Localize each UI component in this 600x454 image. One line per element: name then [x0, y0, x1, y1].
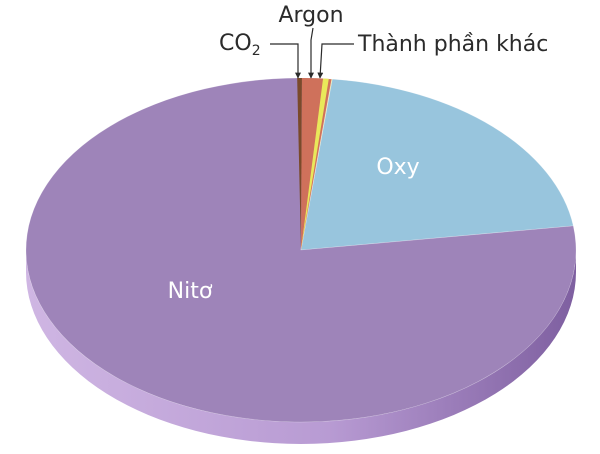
callout-line-argon — [308, 27, 314, 79]
label-co2-subscript: 2 — [252, 43, 261, 59]
pie-slice-oxy — [300, 78, 574, 251]
callout-line-co2 — [270, 43, 301, 79]
pie-slices — [25, 77, 577, 423]
pie-slice-co2-emphasis — [297, 77, 302, 250]
label-other: Thành phần khác — [357, 32, 548, 57]
pie-slice-argon-emphasis — [301, 78, 324, 251]
pie-slice-other — [300, 78, 333, 251]
label-co2: CO2 — [219, 31, 261, 59]
callout-lines — [270, 27, 354, 79]
label-co2-main: CO — [219, 31, 252, 56]
callout-line-other — [317, 43, 354, 79]
label-oxy: Oxy — [376, 155, 419, 180]
pie-slice-nito — [25, 77, 577, 423]
pie-slice-other-emphasis — [301, 78, 329, 250]
label-argon: Argon — [278, 3, 343, 28]
label-nito: Nitơ — [168, 279, 213, 304]
